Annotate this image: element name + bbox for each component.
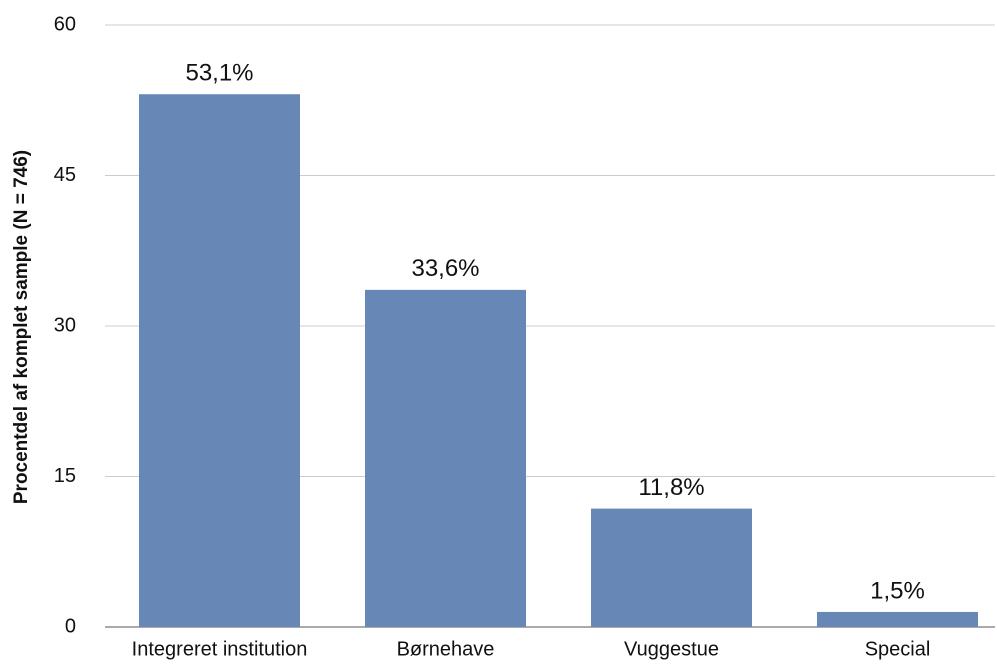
value-label: 33,6% — [411, 255, 479, 282]
bar — [817, 611, 978, 627]
value-label: 1,5% — [870, 577, 925, 604]
value-label: 53,1% — [185, 60, 253, 87]
x-tick-label: Integreret institution — [132, 638, 308, 660]
bar — [365, 289, 526, 627]
bar — [139, 94, 300, 628]
y-tick-label: 45 — [54, 164, 76, 186]
x-tick-label: Børnehave — [397, 638, 495, 660]
y-tick-label: 15 — [54, 465, 76, 487]
x-tick-label: Vuggestue — [624, 638, 719, 660]
x-tick-label: Special — [865, 638, 931, 660]
y-tick-label: 30 — [54, 314, 76, 336]
y-tick-label: 0 — [65, 615, 76, 637]
bar — [591, 508, 752, 627]
value-label: 11,8% — [638, 474, 704, 501]
y-tick-label: 60 — [54, 13, 76, 35]
y-axis-label: Procentdel af komplet sample (N = 746) — [11, 150, 32, 504]
